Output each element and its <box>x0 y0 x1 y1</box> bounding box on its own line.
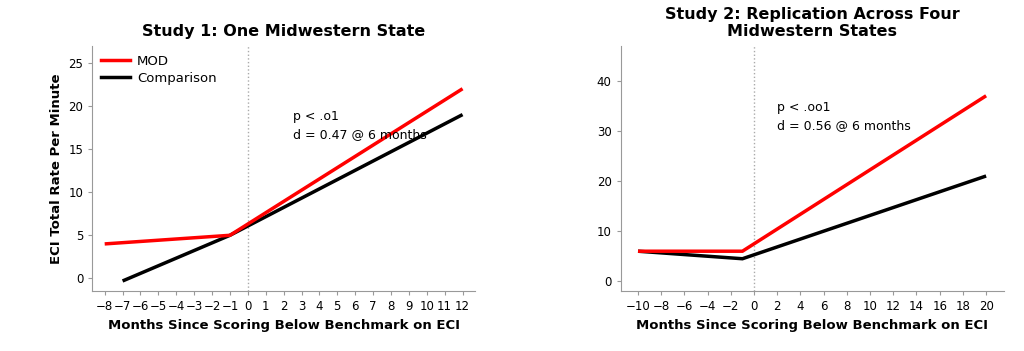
X-axis label: Months Since Scoring Below Benchmark on ECI: Months Since Scoring Below Benchmark on … <box>108 319 460 332</box>
Text: p < .o1
d = 0.47 @ 6 months: p < .o1 d = 0.47 @ 6 months <box>293 110 426 141</box>
Legend: MOD, Comparison: MOD, Comparison <box>98 52 219 87</box>
Text: p < .oo1
d = 0.56 @ 6 months: p < .oo1 d = 0.56 @ 6 months <box>777 101 911 132</box>
Title: Study 1: One Midwestern State: Study 1: One Midwestern State <box>142 24 425 39</box>
Y-axis label: ECI Total Rate Per Minute: ECI Total Rate Per Minute <box>50 73 62 264</box>
Title: Study 2: Replication Across Four
Midwestern States: Study 2: Replication Across Four Midwest… <box>665 7 959 39</box>
X-axis label: Months Since Scoring Below Benchmark on ECI: Months Since Scoring Below Benchmark on … <box>636 319 988 332</box>
